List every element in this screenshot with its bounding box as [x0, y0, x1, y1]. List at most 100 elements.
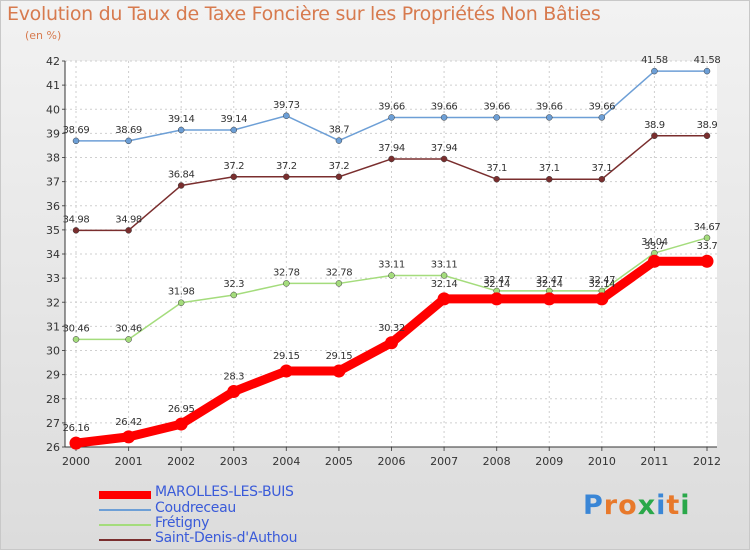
data-label-marolles: 26.16 — [63, 423, 90, 434]
data-point-saint-denis — [546, 175, 553, 183]
x-tick-label: 2009 — [535, 455, 563, 468]
data-label-saint-denis: 37.2 — [276, 161, 297, 172]
data-point-fretigny — [125, 336, 132, 343]
data-point-fretigny — [703, 234, 711, 242]
legend-swatch-fretigny — [99, 524, 151, 526]
y-tick-label: 30 — [46, 345, 60, 358]
legend-label-saint-denis: Saint-Denis-d'Authou — [155, 530, 298, 546]
data-label-marolles: 32.14 — [536, 279, 563, 290]
data-label-fretigny: 31.98 — [168, 287, 195, 298]
data-point-marolles — [437, 292, 451, 306]
data-point-marolles — [122, 430, 136, 444]
data-point-coudreceau — [546, 114, 553, 121]
data-point-marolles — [595, 292, 609, 306]
data-point-fretigny — [440, 272, 448, 279]
logo-letter: o — [618, 490, 638, 521]
data-label-saint-denis: 37.1 — [539, 163, 560, 174]
data-point-marolles — [279, 364, 293, 378]
data-label-marolles: 32.14 — [431, 279, 458, 290]
data-label-coudreceau: 39.66 — [378, 101, 405, 112]
data-point-coudreceau — [283, 112, 290, 120]
data-label-marolles: 30.32 — [378, 323, 405, 334]
data-point-saint-denis — [440, 155, 448, 163]
data-point-saint-denis — [283, 173, 290, 181]
data-point-saint-denis — [493, 175, 500, 183]
data-point-fretigny — [283, 280, 290, 287]
data-label-saint-denis: 37.2 — [329, 161, 350, 172]
data-point-marolles — [385, 336, 398, 350]
legend-item-saint-denis[interactable]: Saint-Denis-d'Authou — [99, 530, 319, 548]
legend-label-marolles: MAROLLES-LES-BUIS — [155, 484, 294, 500]
y-tick-label: 32 — [46, 296, 60, 309]
proxiti-logo: Proxiti — [583, 490, 691, 521]
data-label-coudreceau: 39.66 — [589, 101, 616, 112]
legend-item-marolles[interactable]: MAROLLES-LES-BUIS — [99, 484, 319, 502]
chart-subtitle: (en %) — [25, 29, 62, 42]
x-tick-label: 2002 — [167, 455, 195, 468]
logo-letter: i — [656, 490, 667, 521]
data-point-marolles — [647, 254, 661, 268]
y-tick-label: 28 — [46, 393, 60, 406]
y-tick-label: 34 — [46, 248, 60, 261]
data-point-coudreceau — [703, 67, 711, 75]
y-tick-label: 41 — [46, 79, 60, 92]
data-point-saint-denis — [388, 155, 395, 163]
data-point-fretigny — [177, 299, 185, 306]
data-point-marolles — [700, 254, 714, 268]
data-point-marolles — [69, 436, 83, 450]
data-label-fretigny: 32.47 — [483, 275, 510, 286]
data-label-coudreceau: 39.14 — [168, 114, 195, 125]
data-label-coudreceau: 39.66 — [536, 101, 563, 112]
y-tick-label: 36 — [46, 200, 60, 213]
legend-label-fretigny: Frétigny — [155, 515, 210, 531]
data-point-fretigny — [72, 336, 80, 343]
x-tick-label: 2005 — [325, 455, 353, 468]
logo-letter: r — [603, 490, 619, 521]
data-label-saint-denis: 37.1 — [591, 163, 612, 174]
x-tick-label: 2001 — [115, 455, 143, 468]
x-tick-label: 2007 — [430, 455, 458, 468]
legend-swatch-saint-denis — [99, 539, 151, 541]
y-tick-label: 40 — [46, 103, 60, 116]
data-point-marolles — [542, 292, 556, 306]
data-label-saint-denis: 34.98 — [115, 214, 142, 225]
data-label-coudreceau: 39.66 — [483, 101, 510, 112]
data-label-marolles: 32.14 — [589, 279, 616, 290]
axis-layer: 26 27 28 29 30 31 32 33 34 35 36 37 38 39 40 41 42 2000 20… — [46, 55, 721, 468]
data-point-coudreceau — [72, 137, 80, 145]
data-point-saint-denis — [335, 173, 343, 181]
data-point-marolles — [227, 385, 241, 399]
x-tick-label: 2000 — [62, 455, 90, 468]
x-tick-label: 2004 — [272, 455, 300, 468]
data-point-coudreceau — [125, 137, 132, 145]
legend-swatch-coudreceau — [99, 509, 151, 511]
y-tick-label: 29 — [46, 369, 60, 382]
y-tick-label: 33 — [46, 272, 60, 285]
data-point-fretigny — [230, 291, 237, 299]
data-point-coudreceau — [177, 126, 185, 134]
data-point-coudreceau — [388, 114, 395, 121]
legend-item-coudreceau[interactable]: Coudreceau — [99, 500, 319, 518]
y-tick-label: 38 — [46, 152, 60, 165]
legend-item-fretigny[interactable]: Frétigny — [99, 515, 319, 533]
data-label-marolles: 26.95 — [168, 404, 195, 415]
data-label-coudreceau: 39.66 — [431, 101, 458, 112]
logo-letter: P — [583, 490, 604, 521]
data-label-fretigny: 33.11 — [378, 259, 405, 270]
data-point-saint-denis — [125, 227, 132, 234]
data-label-saint-denis: 38.9 — [697, 120, 718, 131]
data-point-marolles — [332, 364, 346, 378]
data-point-fretigny — [335, 280, 343, 287]
x-tick-label: 2011 — [640, 455, 668, 468]
data-label-coudreceau: 38.69 — [63, 125, 90, 136]
data-label-fretigny: 34.04 — [641, 237, 668, 248]
data-label-fretigny: 30.46 — [63, 323, 90, 334]
data-point-marolles — [174, 417, 188, 431]
logo-letter: x — [637, 490, 657, 521]
data-label-coudreceau: 38.7 — [329, 125, 350, 136]
x-tick-label: 2008 — [483, 455, 511, 468]
data-label-saint-denis: 36.84 — [168, 169, 195, 180]
y-tick-label: 42 — [46, 55, 60, 68]
y-tick-label: 27 — [46, 417, 60, 430]
